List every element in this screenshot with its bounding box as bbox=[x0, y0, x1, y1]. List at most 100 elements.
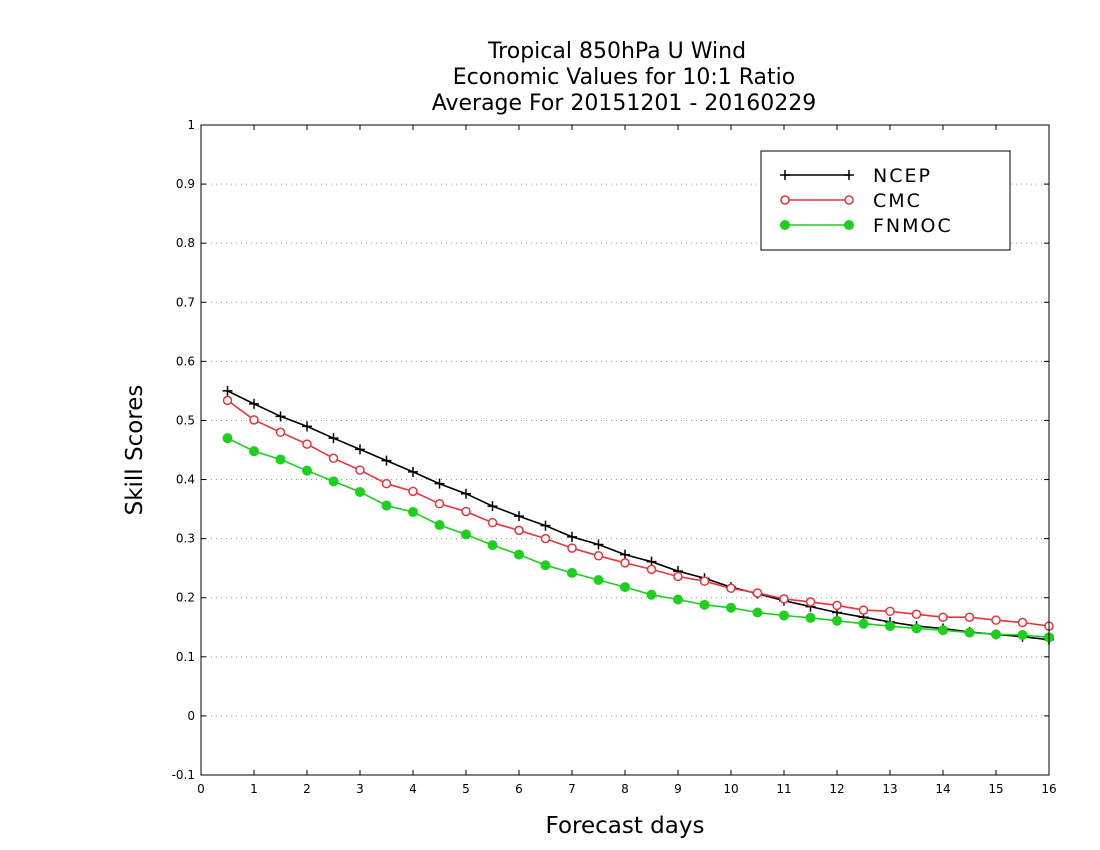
data-point-cmc bbox=[434, 499, 445, 509]
y-tick-label: -0.1 bbox=[172, 768, 195, 782]
data-point-cmc bbox=[832, 600, 842, 611]
data-point-fnmoc bbox=[911, 623, 922, 634]
x-tick-label: 8 bbox=[621, 782, 629, 796]
x-tick-label: 5 bbox=[462, 782, 470, 796]
chart-title: Tropical 850hPa U Wind Economic Values f… bbox=[432, 39, 817, 116]
y-axis-label: Skill Scores bbox=[122, 385, 148, 516]
legend-marker-fnmoc bbox=[780, 220, 790, 230]
data-point-cmc bbox=[964, 612, 975, 622]
data-point-cmc bbox=[858, 605, 869, 615]
x-tick-label: 2 bbox=[303, 782, 311, 796]
gridlines bbox=[201, 183, 1049, 717]
data-point-ncep bbox=[302, 421, 312, 432]
data-point-ncep bbox=[328, 433, 339, 444]
y-tick-label: 0 bbox=[187, 709, 195, 723]
data-point-fnmoc bbox=[461, 529, 471, 540]
data-point-cmc bbox=[673, 571, 683, 582]
data-point-fnmoc bbox=[249, 446, 259, 457]
data-point-ncep bbox=[355, 444, 365, 455]
data-point-fnmoc bbox=[673, 594, 683, 605]
data-point-cmc bbox=[726, 583, 736, 594]
y-tick-label: 0.9 bbox=[176, 177, 195, 191]
series-lines bbox=[227, 390, 1050, 641]
x-tick-label: 14 bbox=[935, 782, 950, 796]
axis-ticks: -0.100.10.20.30.40.50.60.70.80.910 1 2 3 4 5 6… bbox=[172, 118, 1057, 796]
data-point-cmc bbox=[328, 453, 339, 464]
data-point-cmc bbox=[991, 615, 1001, 625]
data-point-fnmoc bbox=[355, 486, 365, 497]
series-line-ncep bbox=[227, 390, 1050, 641]
data-point-fnmoc bbox=[540, 560, 551, 571]
data-point-cmc bbox=[355, 465, 365, 475]
y-tick-label: 0.4 bbox=[176, 473, 195, 487]
x-tick-label: 3 bbox=[356, 782, 364, 796]
legend-marker-cmc bbox=[780, 195, 790, 205]
data-point-fnmoc bbox=[699, 599, 710, 610]
data-point-cmc bbox=[593, 551, 604, 561]
series-line-fnmoc bbox=[227, 437, 1050, 639]
data-point-fnmoc bbox=[646, 589, 657, 600]
data-point-cmc bbox=[540, 533, 551, 544]
data-point-ncep bbox=[222, 385, 233, 396]
y-tick-label: 0.6 bbox=[176, 354, 195, 368]
data-point-cmc bbox=[487, 517, 498, 528]
x-tick-label: 15 bbox=[988, 782, 1003, 796]
y-tick-label: 0.8 bbox=[176, 236, 195, 250]
data-point-cmc bbox=[249, 415, 259, 425]
data-point-fnmoc bbox=[567, 567, 577, 578]
data-point-cmc bbox=[699, 576, 710, 586]
legend-label-cmc: CMC bbox=[873, 190, 922, 212]
data-point-cmc bbox=[408, 486, 418, 497]
data-point-fnmoc bbox=[620, 582, 630, 593]
data-point-ncep bbox=[593, 539, 604, 550]
x-tick-label: 10 bbox=[723, 782, 738, 796]
data-point-ncep bbox=[620, 549, 630, 560]
x-axis-label: Forecast days bbox=[546, 813, 705, 839]
chart-title-line-3: Average For 20151201 - 20160229 bbox=[432, 91, 817, 116]
x-tick-label: 4 bbox=[409, 782, 417, 796]
data-point-cmc bbox=[779, 594, 789, 604]
data-point-cmc bbox=[302, 439, 312, 449]
legend-marker-ncep bbox=[844, 170, 854, 180]
data-point-cmc bbox=[620, 558, 630, 568]
chart-title-line-2: Economic Values for 10:1 Ratio bbox=[453, 65, 795, 90]
data-point-fnmoc bbox=[302, 465, 312, 476]
data-point-fnmoc bbox=[434, 520, 445, 531]
x-tick-label: 13 bbox=[882, 782, 897, 796]
data-point-fnmoc bbox=[752, 607, 763, 618]
data-point-fnmoc bbox=[381, 500, 392, 511]
legend-marker-ncep bbox=[780, 170, 790, 180]
data-point-cmc bbox=[275, 427, 286, 438]
data-point-cmc bbox=[805, 597, 816, 607]
x-tick-label: 12 bbox=[829, 782, 844, 796]
series-line-cmc bbox=[227, 399, 1050, 627]
data-point-fnmoc bbox=[408, 507, 418, 518]
data-point-cmc bbox=[938, 612, 948, 622]
y-tick-label: 0.2 bbox=[176, 591, 195, 605]
data-point-fnmoc bbox=[275, 454, 286, 465]
data-point-ncep bbox=[487, 501, 498, 512]
data-point-fnmoc bbox=[514, 549, 524, 560]
data-point-cmc bbox=[752, 588, 763, 598]
legend-label-ncep: NCEP bbox=[873, 165, 932, 187]
data-point-fnmoc bbox=[832, 615, 842, 626]
x-tick-label: 11 bbox=[776, 782, 791, 796]
series-markers bbox=[222, 385, 1054, 645]
legend-entry-cmc: CMC bbox=[780, 190, 922, 212]
data-point-fnmoc bbox=[991, 629, 1001, 640]
legend-entry-fnmoc: FNMOC bbox=[780, 215, 953, 237]
data-point-fnmoc bbox=[593, 575, 604, 585]
data-point-ncep bbox=[567, 531, 577, 542]
data-point-ncep bbox=[275, 411, 286, 422]
data-point-ncep bbox=[408, 466, 418, 477]
data-point-cmc bbox=[514, 525, 524, 536]
data-point-cmc bbox=[381, 478, 392, 489]
data-point-cmc bbox=[461, 506, 471, 517]
x-tick-label: 7 bbox=[568, 782, 576, 796]
data-point-cmc bbox=[911, 609, 922, 620]
y-tick-label: 1 bbox=[187, 118, 195, 132]
data-point-ncep bbox=[434, 478, 445, 489]
data-point-fnmoc bbox=[805, 612, 816, 623]
legend-label-fnmoc: FNMOC bbox=[873, 215, 953, 237]
